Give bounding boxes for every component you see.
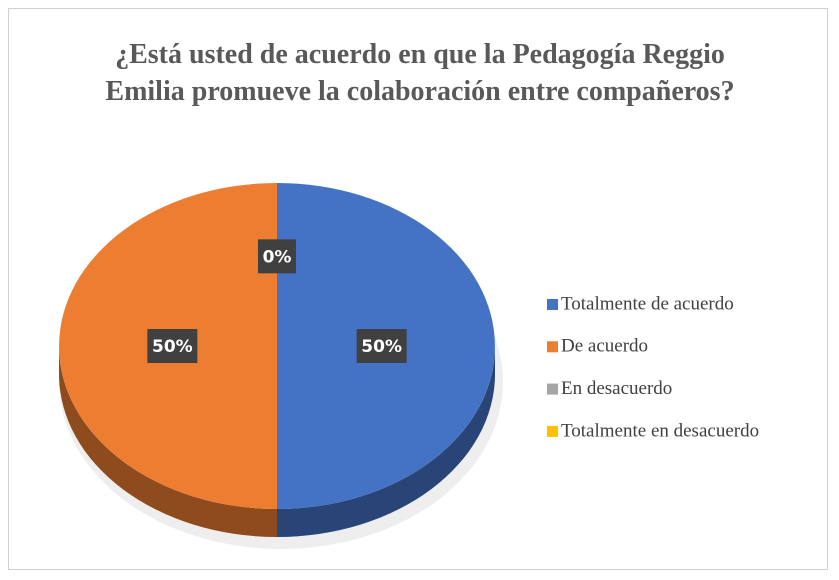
- slice-side: [277, 346, 495, 537]
- legend-swatch: [547, 425, 558, 437]
- legend-label: Totalmente de acuerdo: [561, 293, 734, 314]
- legend-swatch: [547, 383, 558, 395]
- chart-frame: [8, 8, 828, 570]
- data-label-box: [147, 329, 198, 363]
- data-label-box: [258, 239, 296, 274]
- slice-side: [59, 346, 277, 537]
- legend-label: Totalmente en desacuerdo: [561, 420, 759, 441]
- data-label: 0%: [263, 247, 292, 267]
- legend-label: En desacuerdo: [561, 378, 672, 399]
- legend-swatch: [547, 299, 558, 310]
- data-label: 50%: [361, 337, 402, 357]
- legend-label: De acuerdo: [561, 336, 648, 357]
- legend-swatch: [547, 341, 558, 353]
- data-label: 50%: [152, 337, 193, 357]
- chart-title: ¿Está usted de acuerdo en que la Pedagog…: [105, 39, 735, 107]
- data-label-box: [356, 329, 407, 363]
